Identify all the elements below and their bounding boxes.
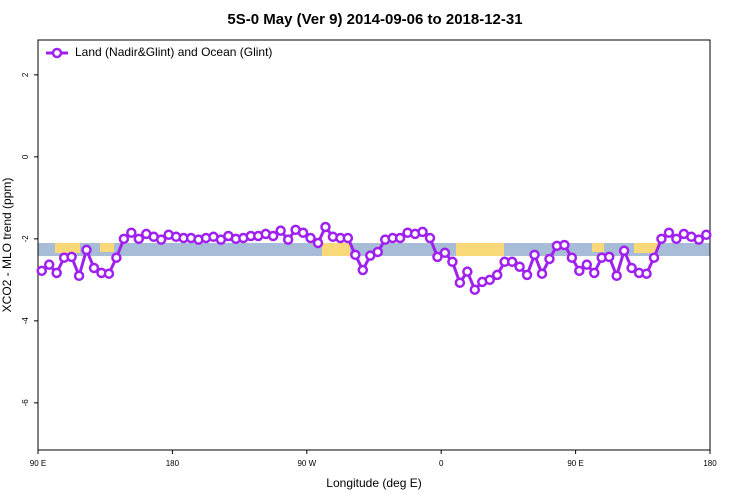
legend: Land (Nadir&Glint) and Ocean (Glint) xyxy=(39,41,287,65)
point xyxy=(618,245,630,256)
point xyxy=(342,232,354,244)
point xyxy=(417,226,428,238)
point xyxy=(671,233,682,245)
point xyxy=(111,252,122,263)
land-patch xyxy=(322,243,350,256)
point xyxy=(394,232,406,244)
point xyxy=(663,227,675,238)
point xyxy=(350,249,361,261)
y-tick-label: -6 xyxy=(21,399,30,407)
point xyxy=(469,284,481,295)
legend-box xyxy=(39,41,287,65)
y-axis-label: XCO2 - MLO trend (ppm) xyxy=(0,178,14,313)
point xyxy=(626,262,637,274)
legend-label: Land (Nadir&Glint) and Ocean (Glint) xyxy=(75,45,272,59)
point xyxy=(447,256,458,268)
point xyxy=(454,277,466,288)
point xyxy=(529,249,540,261)
point xyxy=(81,244,92,256)
point xyxy=(51,267,62,279)
point xyxy=(432,251,443,263)
point xyxy=(603,251,615,263)
point xyxy=(641,268,652,279)
point xyxy=(133,233,145,245)
x-axis-label: Longitude (deg E) xyxy=(326,476,421,490)
point xyxy=(73,270,85,281)
point xyxy=(521,269,533,281)
point xyxy=(305,232,316,244)
land-patch xyxy=(55,243,80,253)
point xyxy=(155,234,167,245)
point xyxy=(648,252,660,263)
point xyxy=(581,259,593,270)
point xyxy=(566,252,578,263)
point xyxy=(506,256,518,268)
point xyxy=(312,237,324,249)
point xyxy=(701,229,712,240)
chart-title: 5S-0 May (Ver 9) 2014-09-06 to 2018-12-3… xyxy=(227,11,522,28)
x-tick-label: 90 W xyxy=(297,459,316,468)
point xyxy=(43,259,55,270)
point xyxy=(118,233,130,245)
point xyxy=(424,232,436,244)
point xyxy=(282,234,294,245)
y-tick-label: -4 xyxy=(21,317,30,325)
point xyxy=(611,270,622,281)
point xyxy=(574,265,585,277)
x-tick-label: 90 E xyxy=(567,459,583,468)
point xyxy=(439,247,451,259)
x-tick-label: 90 E xyxy=(30,459,46,468)
point xyxy=(462,266,473,277)
point xyxy=(544,253,555,265)
legend-marker xyxy=(51,47,63,59)
y-tick-label: 2 xyxy=(21,72,30,77)
point xyxy=(320,221,331,233)
y-tick-label: 0 xyxy=(21,154,30,159)
point xyxy=(357,264,369,276)
point xyxy=(514,261,525,272)
land-patch xyxy=(634,243,658,253)
point xyxy=(372,246,383,258)
point xyxy=(66,251,77,263)
point xyxy=(88,262,100,274)
land-patch xyxy=(100,243,114,252)
point xyxy=(484,274,495,286)
point xyxy=(267,230,279,242)
x-tick-label: 0 xyxy=(439,459,444,468)
point xyxy=(126,227,137,238)
point xyxy=(693,234,705,245)
point xyxy=(559,239,570,251)
point xyxy=(297,227,309,238)
land-patch xyxy=(456,243,504,256)
plot-frame xyxy=(37,39,711,451)
x-tick-label: 180 xyxy=(703,459,717,468)
point xyxy=(536,268,548,279)
x-tick-label: 180 xyxy=(166,459,180,468)
point xyxy=(36,265,47,277)
point xyxy=(275,225,286,236)
point xyxy=(656,233,667,245)
land-patch xyxy=(592,243,604,252)
point xyxy=(491,269,503,281)
y-tick-label: -2 xyxy=(21,235,30,243)
point xyxy=(103,268,115,279)
point xyxy=(589,267,600,279)
